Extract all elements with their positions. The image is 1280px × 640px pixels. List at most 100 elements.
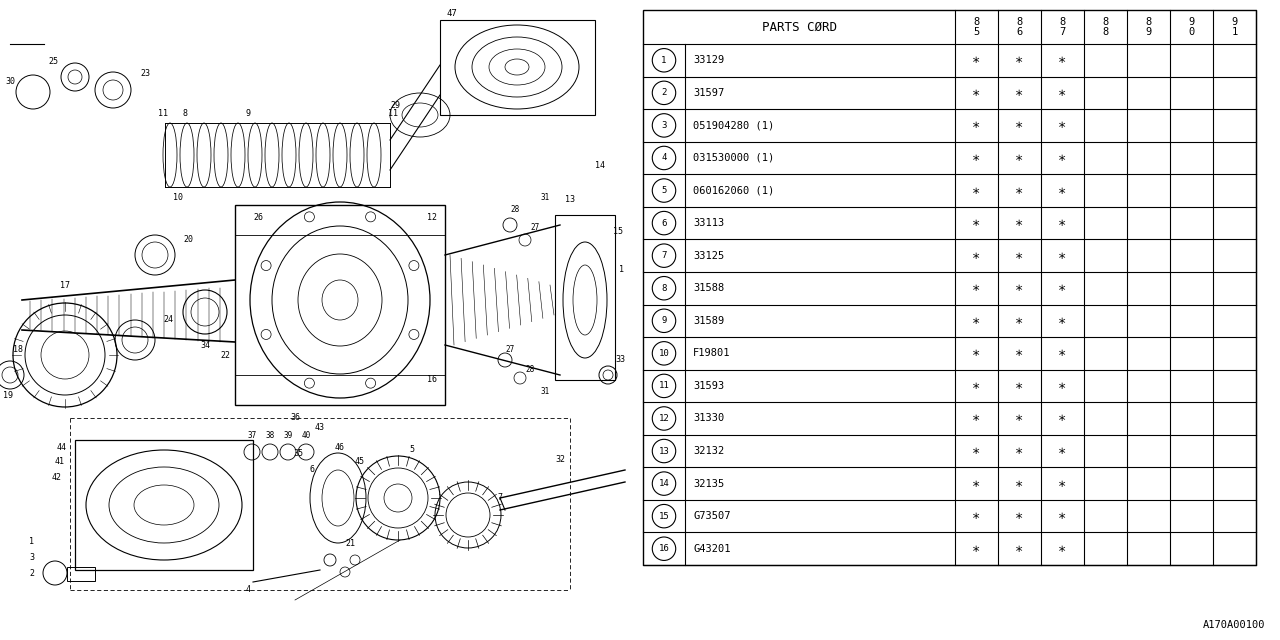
Text: 11: 11 <box>659 381 669 390</box>
Text: 16: 16 <box>659 544 669 553</box>
Text: ∗: ∗ <box>973 53 980 67</box>
Text: 29: 29 <box>390 100 399 109</box>
Text: ∗: ∗ <box>1059 477 1066 491</box>
Text: 1: 1 <box>620 266 625 275</box>
Text: ∗: ∗ <box>1059 118 1066 132</box>
Text: 14: 14 <box>659 479 669 488</box>
Text: 2: 2 <box>29 568 35 577</box>
Bar <box>643 10 1256 565</box>
Text: 1: 1 <box>662 56 667 65</box>
Text: 32: 32 <box>556 456 564 465</box>
Text: 8
8: 8 8 <box>1102 17 1108 37</box>
Text: ∗: ∗ <box>1015 412 1024 426</box>
Text: ∗: ∗ <box>1015 249 1024 262</box>
Text: 051904280 (1): 051904280 (1) <box>692 120 774 131</box>
Text: 1: 1 <box>29 538 35 547</box>
Text: 10: 10 <box>173 193 183 202</box>
Text: 33113: 33113 <box>692 218 724 228</box>
Text: 14: 14 <box>595 161 605 170</box>
Text: 38: 38 <box>265 431 275 440</box>
Text: 4: 4 <box>246 586 251 595</box>
Text: 4: 4 <box>662 154 667 163</box>
Text: ∗: ∗ <box>973 86 980 100</box>
Text: 31: 31 <box>540 193 549 202</box>
Text: ∗: ∗ <box>1015 346 1024 360</box>
Text: 31: 31 <box>540 387 549 397</box>
Text: 13: 13 <box>659 447 669 456</box>
Text: ∗: ∗ <box>1015 444 1024 458</box>
Text: ∗: ∗ <box>973 412 980 426</box>
Text: 22: 22 <box>220 351 230 360</box>
Text: 45: 45 <box>355 458 365 467</box>
Text: ∗: ∗ <box>1015 86 1024 100</box>
Text: 9
0: 9 0 <box>1188 17 1194 37</box>
Text: 31588: 31588 <box>692 284 724 293</box>
Text: 24: 24 <box>163 316 173 324</box>
Bar <box>236 205 445 405</box>
Text: 40: 40 <box>301 431 311 440</box>
Text: 33129: 33129 <box>692 55 724 65</box>
Text: ∗: ∗ <box>1015 151 1024 165</box>
Text: 44: 44 <box>58 442 67 451</box>
Text: ∗: ∗ <box>973 216 980 230</box>
Text: 42: 42 <box>52 472 61 481</box>
Text: G43201: G43201 <box>692 544 731 554</box>
Text: ∗: ∗ <box>1059 281 1066 295</box>
Text: 31589: 31589 <box>692 316 724 326</box>
Text: 27: 27 <box>530 223 540 232</box>
Text: 5: 5 <box>662 186 667 195</box>
Text: 35: 35 <box>293 449 303 458</box>
Text: 20: 20 <box>183 236 193 244</box>
Text: ∗: ∗ <box>1059 541 1066 556</box>
Text: 32135: 32135 <box>692 479 724 488</box>
Text: 31593: 31593 <box>692 381 724 391</box>
Text: ∗: ∗ <box>973 249 980 262</box>
Text: 41: 41 <box>55 458 65 467</box>
Text: ∗: ∗ <box>973 151 980 165</box>
Text: 031530000 (1): 031530000 (1) <box>692 153 774 163</box>
Text: ∗: ∗ <box>973 509 980 523</box>
Text: 2: 2 <box>662 88 667 97</box>
Text: ∗: ∗ <box>1015 281 1024 295</box>
Text: 47: 47 <box>447 10 457 19</box>
Text: 27: 27 <box>506 346 515 355</box>
Text: 8
5: 8 5 <box>973 17 979 37</box>
Text: ∗: ∗ <box>1059 53 1066 67</box>
Text: ∗: ∗ <box>1015 53 1024 67</box>
Text: 9
1: 9 1 <box>1231 17 1238 37</box>
Text: ∗: ∗ <box>1059 314 1066 328</box>
Text: 17: 17 <box>60 280 70 289</box>
Text: 31597: 31597 <box>692 88 724 98</box>
Text: 3: 3 <box>662 121 667 130</box>
Text: 10: 10 <box>659 349 669 358</box>
Text: ∗: ∗ <box>1015 509 1024 523</box>
Text: ∗: ∗ <box>1015 118 1024 132</box>
Text: ∗: ∗ <box>1059 86 1066 100</box>
Text: 37: 37 <box>247 431 256 440</box>
Text: 8: 8 <box>662 284 667 292</box>
Text: 32132: 32132 <box>692 446 724 456</box>
Text: ∗: ∗ <box>1059 509 1066 523</box>
Text: ∗: ∗ <box>1059 379 1066 393</box>
Text: ∗: ∗ <box>1015 541 1024 556</box>
Text: 28: 28 <box>525 365 535 374</box>
Text: 6: 6 <box>662 219 667 228</box>
Text: 30: 30 <box>5 77 15 86</box>
Text: 9: 9 <box>246 109 251 118</box>
Text: ∗: ∗ <box>973 444 980 458</box>
Text: ∗: ∗ <box>1015 314 1024 328</box>
Text: ∗: ∗ <box>1059 444 1066 458</box>
Text: 8: 8 <box>183 109 187 118</box>
Bar <box>67 567 95 581</box>
Text: 060162060 (1): 060162060 (1) <box>692 186 774 196</box>
Text: ∗: ∗ <box>973 281 980 295</box>
Text: 8
6: 8 6 <box>1016 17 1023 37</box>
Text: G73507: G73507 <box>692 511 731 521</box>
Text: ∗: ∗ <box>1059 216 1066 230</box>
Text: 8
7: 8 7 <box>1060 17 1066 37</box>
Text: ∗: ∗ <box>1015 379 1024 393</box>
Text: ∗: ∗ <box>1015 477 1024 491</box>
Text: 9: 9 <box>662 316 667 325</box>
Bar <box>556 215 614 380</box>
Text: ∗: ∗ <box>973 541 980 556</box>
